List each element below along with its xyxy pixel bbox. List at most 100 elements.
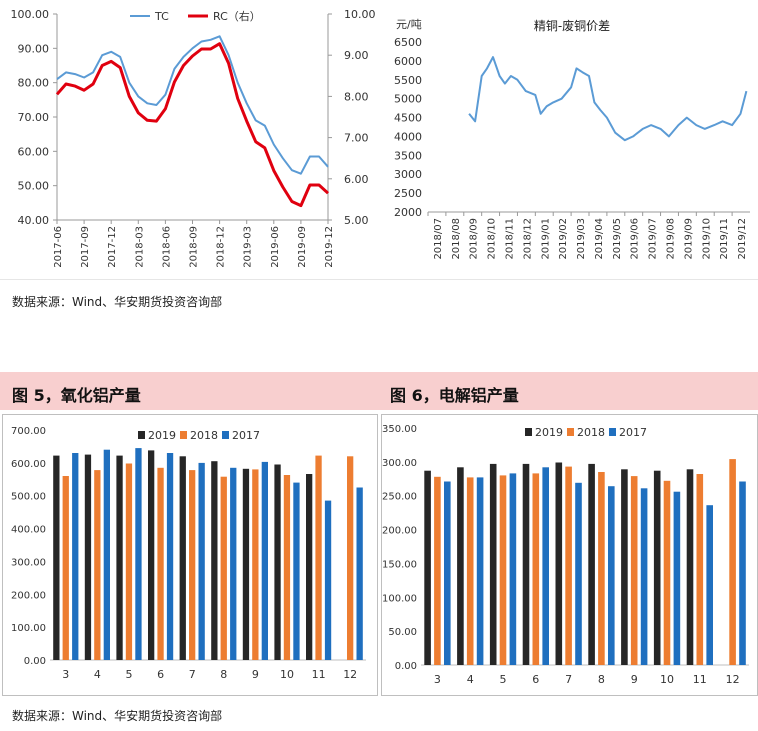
legend-2019-label: 2019: [148, 429, 176, 442]
bar-2019: [686, 469, 694, 665]
tc-rc-chart: 40.00 50.00 60.00 70.00 80.00 90.00 100.00 5.00…: [11, 8, 376, 268]
bar-2018: [315, 455, 322, 660]
bar-2017: [640, 488, 648, 665]
tcrc-x-tick-label: 2019-09: [297, 226, 308, 268]
tcrc-right-tick-label: 8.00: [344, 90, 369, 103]
alumina-output-chart: 0.00 100.00 200.00 300.00 400.00 500.00 600.00…: [11, 426, 366, 681]
bar-category-label: 5: [500, 673, 507, 686]
section-divider: [0, 279, 758, 280]
spread-y-tick-label: 3500: [394, 149, 422, 162]
spread-y-tick-label: 6000: [394, 55, 422, 68]
bar-2018: [630, 476, 638, 665]
legend-2018-swatch: [180, 431, 187, 439]
bar-2019: [148, 450, 155, 660]
fig5-title: 图 5，氧化铝产量: [12, 386, 141, 405]
bar-y-tick-label: 700.00: [11, 426, 46, 437]
spread-y-unit: 元/吨: [396, 18, 422, 31]
bar-y-tick-label: 350.00: [382, 424, 417, 435]
tcrc-left-tick-label: 70.00: [18, 111, 50, 124]
bar-category-label: 10: [660, 673, 674, 686]
tcrc-right-tick-label: 5.00: [344, 214, 369, 227]
bar-2018: [157, 467, 164, 660]
bar-2017: [706, 505, 713, 665]
tcrc-right-tick-label: 10.00: [344, 8, 375, 21]
bar-y-tick-label: 200.00: [382, 526, 417, 537]
bar-category-label: 11: [312, 668, 326, 681]
bar-category-label: 4: [467, 673, 474, 686]
bar-2017: [509, 473, 517, 665]
legend-tc-label: TC: [154, 10, 169, 23]
bar-y-tick-label: 300.00: [382, 458, 417, 469]
spread-y-tick-label: 5000: [394, 93, 422, 106]
bar-category-label: 6: [532, 673, 539, 686]
tcrc-x-tick-label: 2018-06: [161, 226, 172, 268]
bar-2019: [621, 469, 628, 665]
spread-series-line: [468, 56, 748, 142]
spread-x-tick-label: 2019/11: [719, 218, 730, 260]
bar-category-label: 8: [598, 673, 605, 686]
bar-2017: [293, 482, 300, 660]
spread-x-tick-label: 2019/02: [558, 218, 569, 260]
bar-2019: [242, 468, 250, 660]
spread-y-tick-label: 5500: [394, 74, 422, 87]
rc-series-line: [55, 42, 330, 208]
legend-2019-label: 2019: [535, 426, 563, 439]
bar-y-tick-label: 250.00: [382, 492, 417, 503]
copper-spread-chart: 元/吨 精铜-废铜价差 2000 2500 3000 3500 4000 4500 5000…: [394, 18, 750, 260]
tcrc-left-tick-label: 80.00: [18, 77, 50, 90]
spread-x-tick-label: 2019/01: [540, 218, 551, 260]
bar-2019: [424, 470, 431, 665]
tcrc-x-tick-label: 2018-09: [189, 226, 200, 268]
bar-2017: [542, 467, 549, 665]
bar-2018: [565, 466, 572, 665]
bar-2017: [324, 500, 332, 660]
tcrc-right-tick-label: 7.00: [344, 132, 369, 145]
bar-2019: [306, 474, 313, 660]
tcrc-left-tick-label: 40.00: [18, 214, 50, 227]
spread-x-tick-label: 2019/08: [666, 218, 677, 260]
bar-2019: [653, 470, 661, 665]
bar-2018: [189, 470, 196, 660]
bar-2019: [211, 461, 218, 660]
legend-2018-label: 2018: [577, 426, 605, 439]
legend-rc-label: RC（右）: [213, 9, 261, 23]
bar-category-label: 6: [157, 668, 164, 681]
spread-x-tick-label: 2018/08: [451, 218, 462, 260]
bar-category-label: 11: [693, 673, 707, 686]
bar-2019: [522, 463, 530, 665]
bar-category-label: 5: [126, 668, 133, 681]
bar-y-tick-label: 0.00: [24, 656, 46, 667]
spread-y-tick-label: 2000: [394, 206, 422, 219]
tcrc-x-tick-label: 2019-12: [324, 226, 335, 268]
spread-x-tick-label: 2019/05: [612, 218, 623, 260]
bar-2019: [53, 455, 60, 660]
bar-2019: [489, 463, 497, 665]
bar-y-tick-label: 300.00: [11, 557, 46, 568]
bar-2018: [466, 477, 474, 665]
bar-2017: [135, 448, 142, 660]
spread-y-tick-label: 4000: [394, 130, 422, 143]
bar-2017: [739, 481, 746, 665]
spread-y-tick-label: 6500: [394, 36, 422, 49]
legend-2017-swatch: [609, 428, 616, 436]
tcrc-right-tick-label: 9.00: [344, 49, 369, 62]
bar-2018: [532, 473, 540, 665]
bar-y-tick-label: 600.00: [11, 459, 46, 470]
bar-2018: [94, 470, 101, 660]
bar-y-tick-label: 50.00: [388, 627, 417, 638]
bar-2017: [230, 467, 237, 660]
bar-y-tick-label: 400.00: [11, 525, 46, 536]
figure-title-banner: [0, 372, 758, 410]
bar-category-label: 7: [565, 673, 572, 686]
tcrc-left-tick-label: 100.00: [11, 8, 50, 21]
tcrc-x-tick-label: 2017-06: [53, 226, 64, 268]
legend-2018-swatch: [567, 428, 574, 436]
legend-2018-label: 2018: [190, 429, 218, 442]
bar-2019: [457, 467, 464, 665]
spread-x-tick-label: 2019/03: [576, 218, 587, 260]
bar-2017: [72, 453, 79, 660]
bar-2019: [179, 456, 186, 660]
bar-category-label: 9: [252, 668, 259, 681]
tc-rc-legend: TC RC（右）: [130, 9, 261, 23]
tcrc-left-tick-label: 50.00: [18, 180, 50, 193]
